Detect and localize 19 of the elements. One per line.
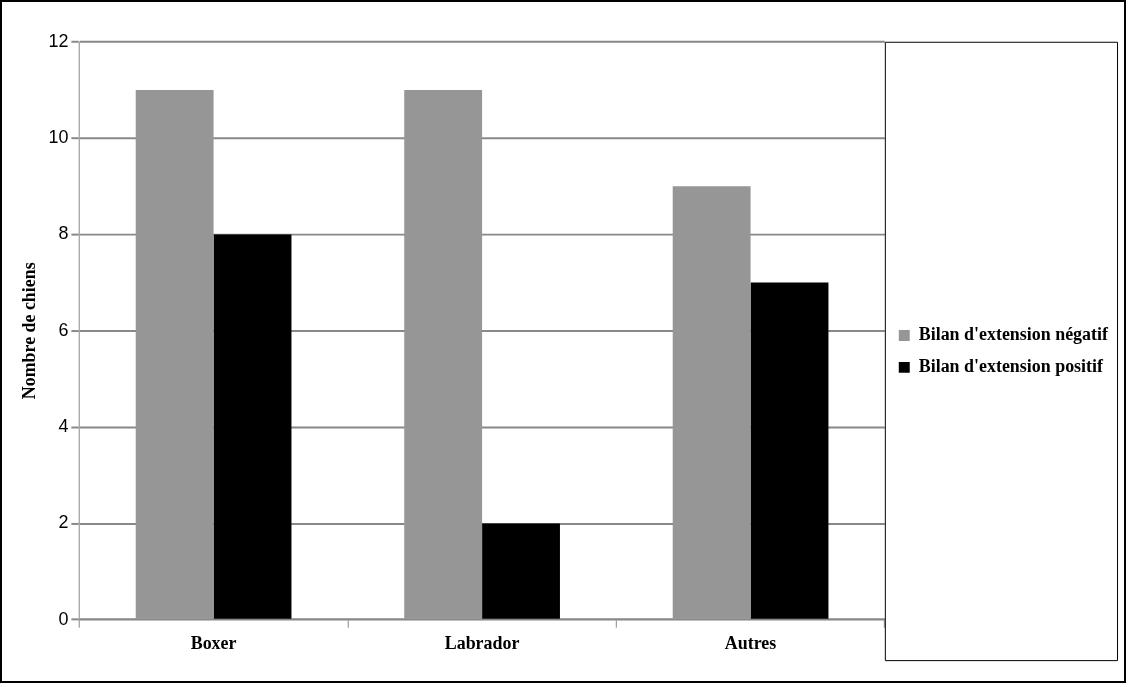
bar [482,523,560,619]
y-tick-label: 6 [58,319,69,340]
y-tick-label: 2 [58,512,69,533]
x-tick-label: Boxer [190,633,237,654]
y-tick-label: 8 [58,223,69,244]
bar [213,234,292,619]
bar [135,89,214,619]
x-tick-label: Labrador [444,633,520,654]
y-tick-label: 0 [58,608,69,629]
bar [672,186,751,619]
y-tick-label: 12 [48,30,69,51]
legend-label: Bilan d'extension positif [918,356,1105,376]
x-tick-label: Autres [724,633,777,654]
legend-label: Bilan d'extension négatif [918,324,1109,345]
y-tick-label: 10 [48,127,69,148]
bar [404,89,483,619]
y-axis-title: Nombre de chiens [19,262,40,400]
y-tick-label: 4 [58,416,69,437]
bar [750,282,829,619]
